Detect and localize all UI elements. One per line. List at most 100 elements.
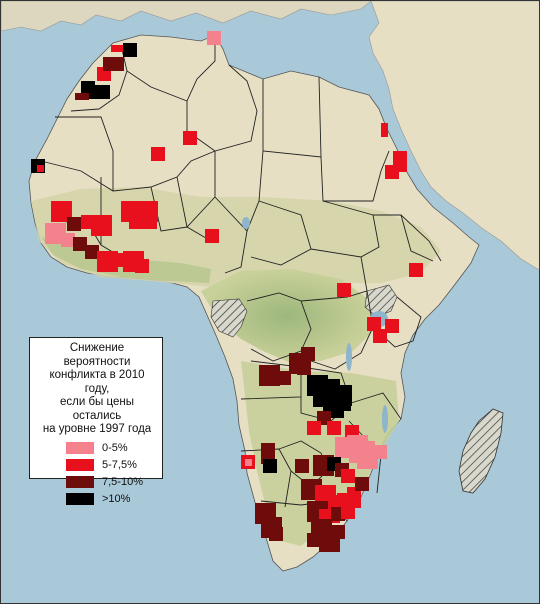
conflict-cell [348,476,355,483]
conflict-cell [266,379,273,386]
conflict-cell [325,502,332,509]
conflict-cell [259,379,266,386]
conflict-cell [130,265,137,272]
conflict-cell [80,237,87,244]
conflict-cell [344,290,351,297]
conflict-cell [273,372,280,379]
conflict-cell [277,378,284,385]
conflict-cell [81,222,88,229]
conflict-cell [128,201,135,208]
conflict-cell [355,484,362,491]
conflict-cell [137,251,144,258]
conflict-cell [307,421,314,428]
conflict-cell [207,38,214,45]
conflict-cell [105,229,112,236]
conflict-cell [142,266,149,273]
conflict-cell [337,493,344,500]
conflict-cell [97,265,104,272]
conflict-cell [348,512,355,519]
legend-row-5-7-5: 5-7,5% [36,457,158,474]
legend-swatch-0-5 [66,442,94,454]
conflict-cell [409,270,416,277]
conflict-cell [103,85,110,92]
conflict-cell [261,517,268,524]
conflict-cell [58,215,65,222]
conflict-cell [262,503,269,510]
conflict-cell [314,382,321,389]
conflict-cell [45,237,52,244]
conflict-cell [308,354,315,361]
conflict-cell [307,533,314,540]
rainforest [201,269,373,363]
conflict-cell [75,93,82,100]
conflict-cell [327,464,334,471]
europe-land [1,1,372,32]
conflict-cell [263,466,270,473]
legend-swatch-over-10 [66,493,94,505]
conflict-cell [45,223,52,230]
conflict-cell [67,224,74,231]
conflict-cell [324,411,331,418]
conflict-cell [311,519,318,526]
conflict-cell [261,450,268,457]
conflict-cell [308,493,315,500]
conflict-cell [273,365,280,372]
conflict-cell [104,265,111,272]
conflict-cell [345,425,352,432]
conflict-cell [58,208,65,215]
conflict-cell [96,92,103,99]
conflict-cell [307,428,314,435]
conflict-cell [183,138,190,145]
conflict-cell [302,459,309,466]
conflict-cell [113,260,120,267]
conflict-cell [276,527,283,534]
conflict-cell [314,508,321,515]
conflict-cell [275,517,282,524]
conflict-cell [301,479,308,486]
conflict-cell [268,517,275,524]
conflict-cell [315,492,322,499]
conflict-cell [289,353,296,360]
conflict-cell [337,397,344,404]
conflict-cell [259,365,266,372]
conflict-cell [91,222,98,229]
conflict-cell [392,172,399,179]
conflict-cell [130,258,137,265]
conflict-cell [130,43,137,50]
conflict-cell [301,486,308,493]
conflict-cell [89,92,96,99]
conflict-cell [326,379,333,386]
conflict-cell [342,463,349,470]
legend-title: Снижение вероятности конфликта в 2010 го… [36,342,158,437]
conflict-cell [338,385,345,392]
conflict-cell [337,404,344,411]
conflict-cell [320,469,327,476]
conflict-cell [82,93,89,100]
conflict-cell [338,525,345,532]
conflict-cell [212,229,219,236]
conflict-cell [96,85,103,92]
conflict-cell [345,385,352,392]
conflict-cell [331,392,338,399]
conflict-cell [332,502,339,509]
conflict-cell [356,449,363,456]
conflict-cell [205,229,212,236]
conflict-cell [333,379,340,386]
conflict-cell [65,201,72,208]
conflict-cell [137,201,144,208]
conflict-cell [321,501,328,508]
conflict-cell [268,450,275,457]
conflict-cell [51,215,58,222]
conflict-cell [332,495,339,502]
conflict-cell [143,215,150,222]
conflict-cell [307,540,314,547]
conflict-cell [85,245,92,252]
conflict-cell [302,466,309,473]
conflict-cell [331,514,338,521]
conflict-cell [295,459,302,466]
conflict-cell [373,329,380,336]
conflict-cell [326,545,333,552]
conflict-cell [262,510,269,517]
conflict-cell [354,501,361,508]
